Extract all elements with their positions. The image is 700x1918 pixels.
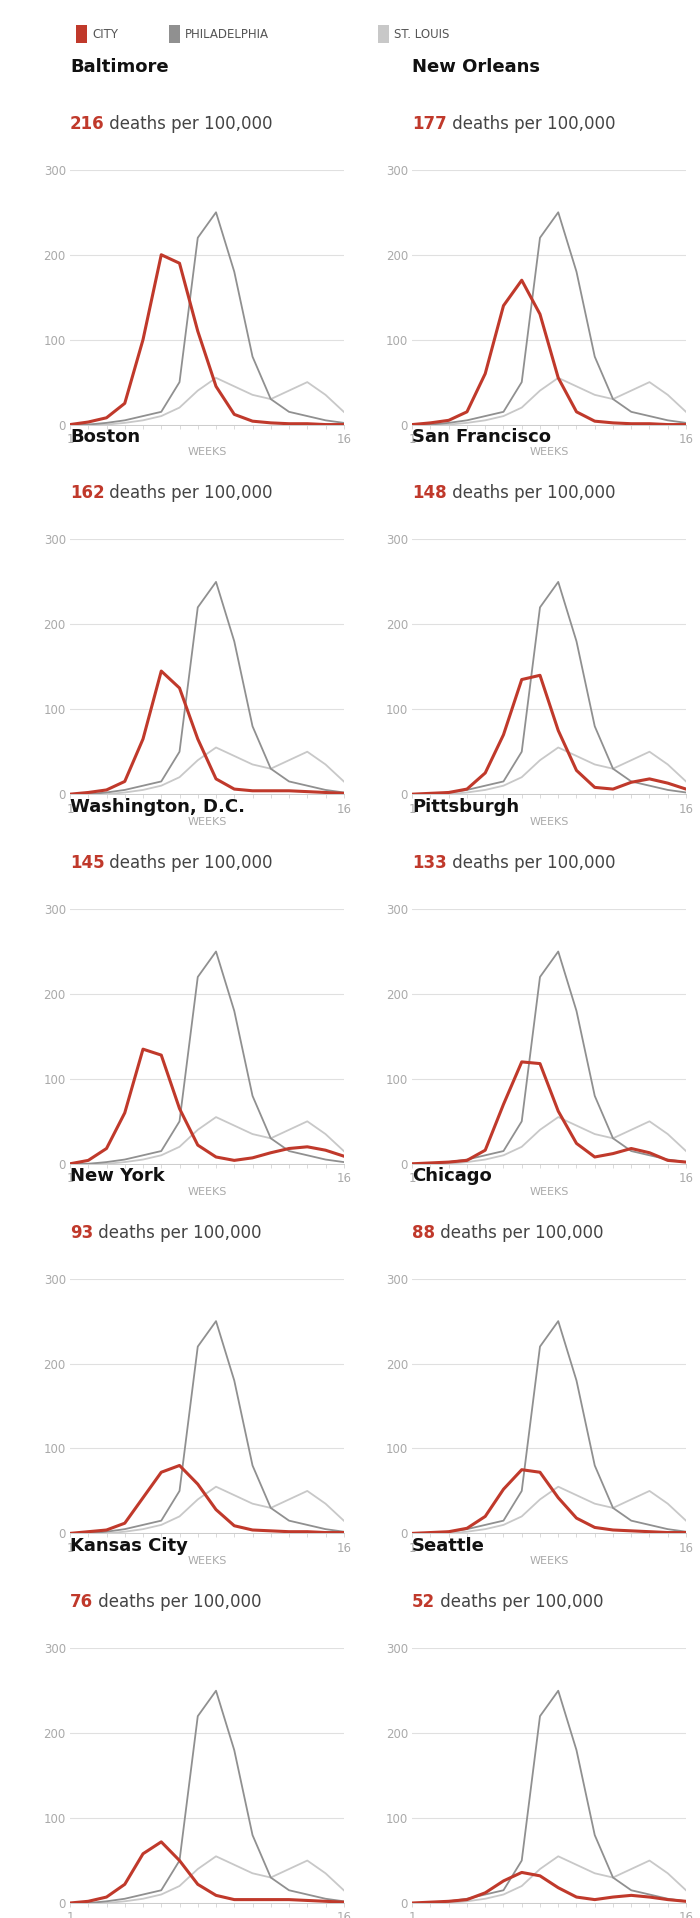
Text: deaths per 100,000: deaths per 100,000: [447, 115, 615, 132]
Text: deaths per 100,000: deaths per 100,000: [447, 485, 615, 503]
Text: New Orleans: New Orleans: [412, 58, 540, 77]
Text: deaths per 100,000: deaths per 100,000: [104, 854, 273, 873]
X-axis label: WEEKS: WEEKS: [187, 1555, 227, 1567]
Text: Washington, D.C.: Washington, D.C.: [70, 798, 245, 815]
Text: Seattle: Seattle: [412, 1536, 485, 1555]
X-axis label: WEEKS: WEEKS: [529, 447, 569, 456]
Text: Chicago: Chicago: [412, 1168, 492, 1185]
Text: Pittsburgh: Pittsburgh: [412, 798, 519, 815]
Text: New York: New York: [70, 1168, 164, 1185]
Text: CITY: CITY: [92, 27, 118, 40]
X-axis label: WEEKS: WEEKS: [529, 817, 569, 827]
X-axis label: WEEKS: WEEKS: [187, 447, 227, 456]
Text: 145: 145: [70, 854, 104, 873]
Text: 52: 52: [412, 1594, 435, 1611]
Text: deaths per 100,000: deaths per 100,000: [104, 485, 273, 503]
X-axis label: WEEKS: WEEKS: [529, 1187, 569, 1197]
Text: PHILADELPHIA: PHILADELPHIA: [185, 27, 269, 40]
Text: 148: 148: [412, 485, 447, 503]
Text: deaths per 100,000: deaths per 100,000: [435, 1594, 603, 1611]
X-axis label: WEEKS: WEEKS: [187, 817, 227, 827]
Text: deaths per 100,000: deaths per 100,000: [447, 854, 615, 873]
Text: 133: 133: [412, 854, 447, 873]
Text: 88: 88: [412, 1224, 435, 1241]
Text: 76: 76: [70, 1594, 93, 1611]
Text: deaths per 100,000: deaths per 100,000: [435, 1224, 603, 1241]
Text: ST. LOUIS: ST. LOUIS: [394, 27, 449, 40]
Text: San Francisco: San Francisco: [412, 428, 551, 447]
Text: 162: 162: [70, 485, 104, 503]
Text: 93: 93: [70, 1224, 93, 1241]
Text: Boston: Boston: [70, 428, 140, 447]
Bar: [76, 25, 88, 42]
X-axis label: WEEKS: WEEKS: [529, 1555, 569, 1567]
Bar: [169, 25, 180, 42]
Text: Baltimore: Baltimore: [70, 58, 169, 77]
Text: deaths per 100,000: deaths per 100,000: [93, 1594, 262, 1611]
X-axis label: WEEKS: WEEKS: [187, 1187, 227, 1197]
Text: Kansas City: Kansas City: [70, 1536, 188, 1555]
Text: deaths per 100,000: deaths per 100,000: [93, 1224, 262, 1241]
Text: 216: 216: [70, 115, 104, 132]
Text: 177: 177: [412, 115, 447, 132]
Text: deaths per 100,000: deaths per 100,000: [104, 115, 273, 132]
Bar: [378, 25, 389, 42]
